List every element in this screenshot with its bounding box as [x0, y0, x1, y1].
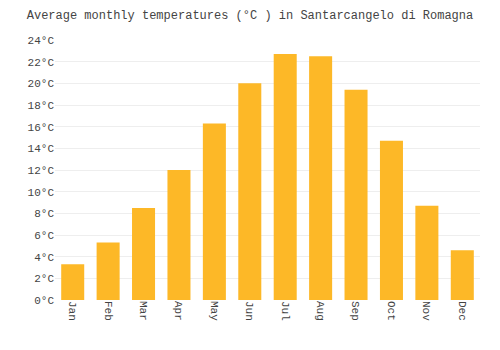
- svg-text:Jun: Jun: [243, 301, 255, 321]
- svg-text:2°C: 2°C: [34, 273, 54, 285]
- svg-text:Jan: Jan: [66, 301, 78, 321]
- svg-text:Dec: Dec: [456, 301, 468, 321]
- svg-text:20°C: 20°C: [28, 78, 55, 90]
- svg-text:Apr: Apr: [172, 301, 184, 321]
- svg-text:12°C: 12°C: [28, 165, 55, 177]
- svg-text:14°C: 14°C: [28, 143, 55, 155]
- svg-text:16°C: 16°C: [28, 122, 55, 134]
- svg-text:Sep: Sep: [349, 301, 361, 321]
- svg-text:6°C: 6°C: [34, 230, 54, 242]
- svg-text:Feb: Feb: [102, 301, 114, 321]
- svg-text:0°C: 0°C: [34, 295, 54, 307]
- svg-text:Jul: Jul: [279, 301, 291, 321]
- svg-text:Aug: Aug: [314, 301, 326, 321]
- svg-text:10°C: 10°C: [28, 187, 55, 199]
- svg-text:Mar: Mar: [137, 301, 149, 321]
- svg-text:Oct: Oct: [385, 301, 397, 321]
- svg-text:22°C: 22°C: [28, 57, 55, 69]
- svg-text:8°C: 8°C: [34, 208, 54, 220]
- svg-text:18°C: 18°C: [28, 100, 55, 112]
- svg-text:May: May: [208, 301, 220, 321]
- svg-text:24°C: 24°C: [28, 35, 55, 47]
- svg-text:4°C: 4°C: [34, 252, 54, 264]
- svg-text:Nov: Nov: [420, 301, 432, 321]
- svg-text:Average monthly temperatures (: Average monthly temperatures (°C ) in Sa…: [27, 9, 473, 23]
